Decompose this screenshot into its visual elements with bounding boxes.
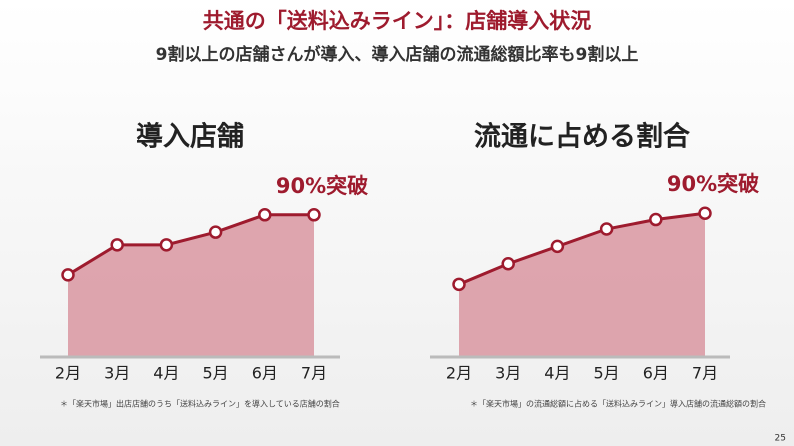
line: [458, 211, 706, 286]
x-tick-label: 4月: [544, 364, 570, 383]
point: [61, 268, 75, 282]
x-tick-label: 3月: [104, 364, 130, 383]
x-tick-label: 6月: [643, 364, 669, 383]
area: [68, 214, 314, 357]
point: [501, 257, 515, 271]
x-tick-label: 4月: [153, 364, 179, 383]
slide-subtitle: 9割以上の店舗さんが導入、導入店舗の流通総額比率も9割以上: [156, 44, 639, 65]
chart-title: 流通に占める割合: [474, 121, 690, 153]
x-tick-label: 7月: [692, 364, 718, 383]
point: [452, 277, 466, 292]
point: [649, 212, 663, 227]
annotation: 90%突破: [276, 174, 368, 198]
area: [459, 213, 705, 357]
point: [110, 238, 124, 252]
slide-title: 共通の「送料込みライン」：店舗導入状況: [203, 9, 592, 33]
x-tick-label: 6月: [252, 364, 278, 383]
footnote: ＊「楽天市場」出店店舗のうち「送料込みライン」を導入している店舗の割合: [60, 399, 340, 409]
point: [208, 225, 223, 239]
point: [159, 238, 174, 252]
annotation: 90%突破: [667, 172, 759, 196]
x-tick-label: 7月: [301, 364, 327, 383]
footnote: ＊「楽天市場」の流通総額に占める「送料込みライン」導入店舗の流通総額の割合: [470, 399, 766, 409]
point: [698, 206, 712, 220]
chart-title: 導入店舗: [136, 121, 244, 153]
point: [307, 208, 321, 222]
point: [258, 208, 272, 222]
page-number: 25: [775, 434, 786, 444]
x-tick-label: 5月: [594, 364, 620, 383]
x-tick-label: 5月: [203, 364, 229, 383]
x-tick-label: 2月: [55, 364, 81, 383]
x-tick-label: 3月: [495, 364, 521, 383]
line: [67, 213, 314, 277]
x-tick-label: 2月: [446, 364, 472, 383]
point: [599, 222, 614, 236]
point: [550, 239, 565, 254]
